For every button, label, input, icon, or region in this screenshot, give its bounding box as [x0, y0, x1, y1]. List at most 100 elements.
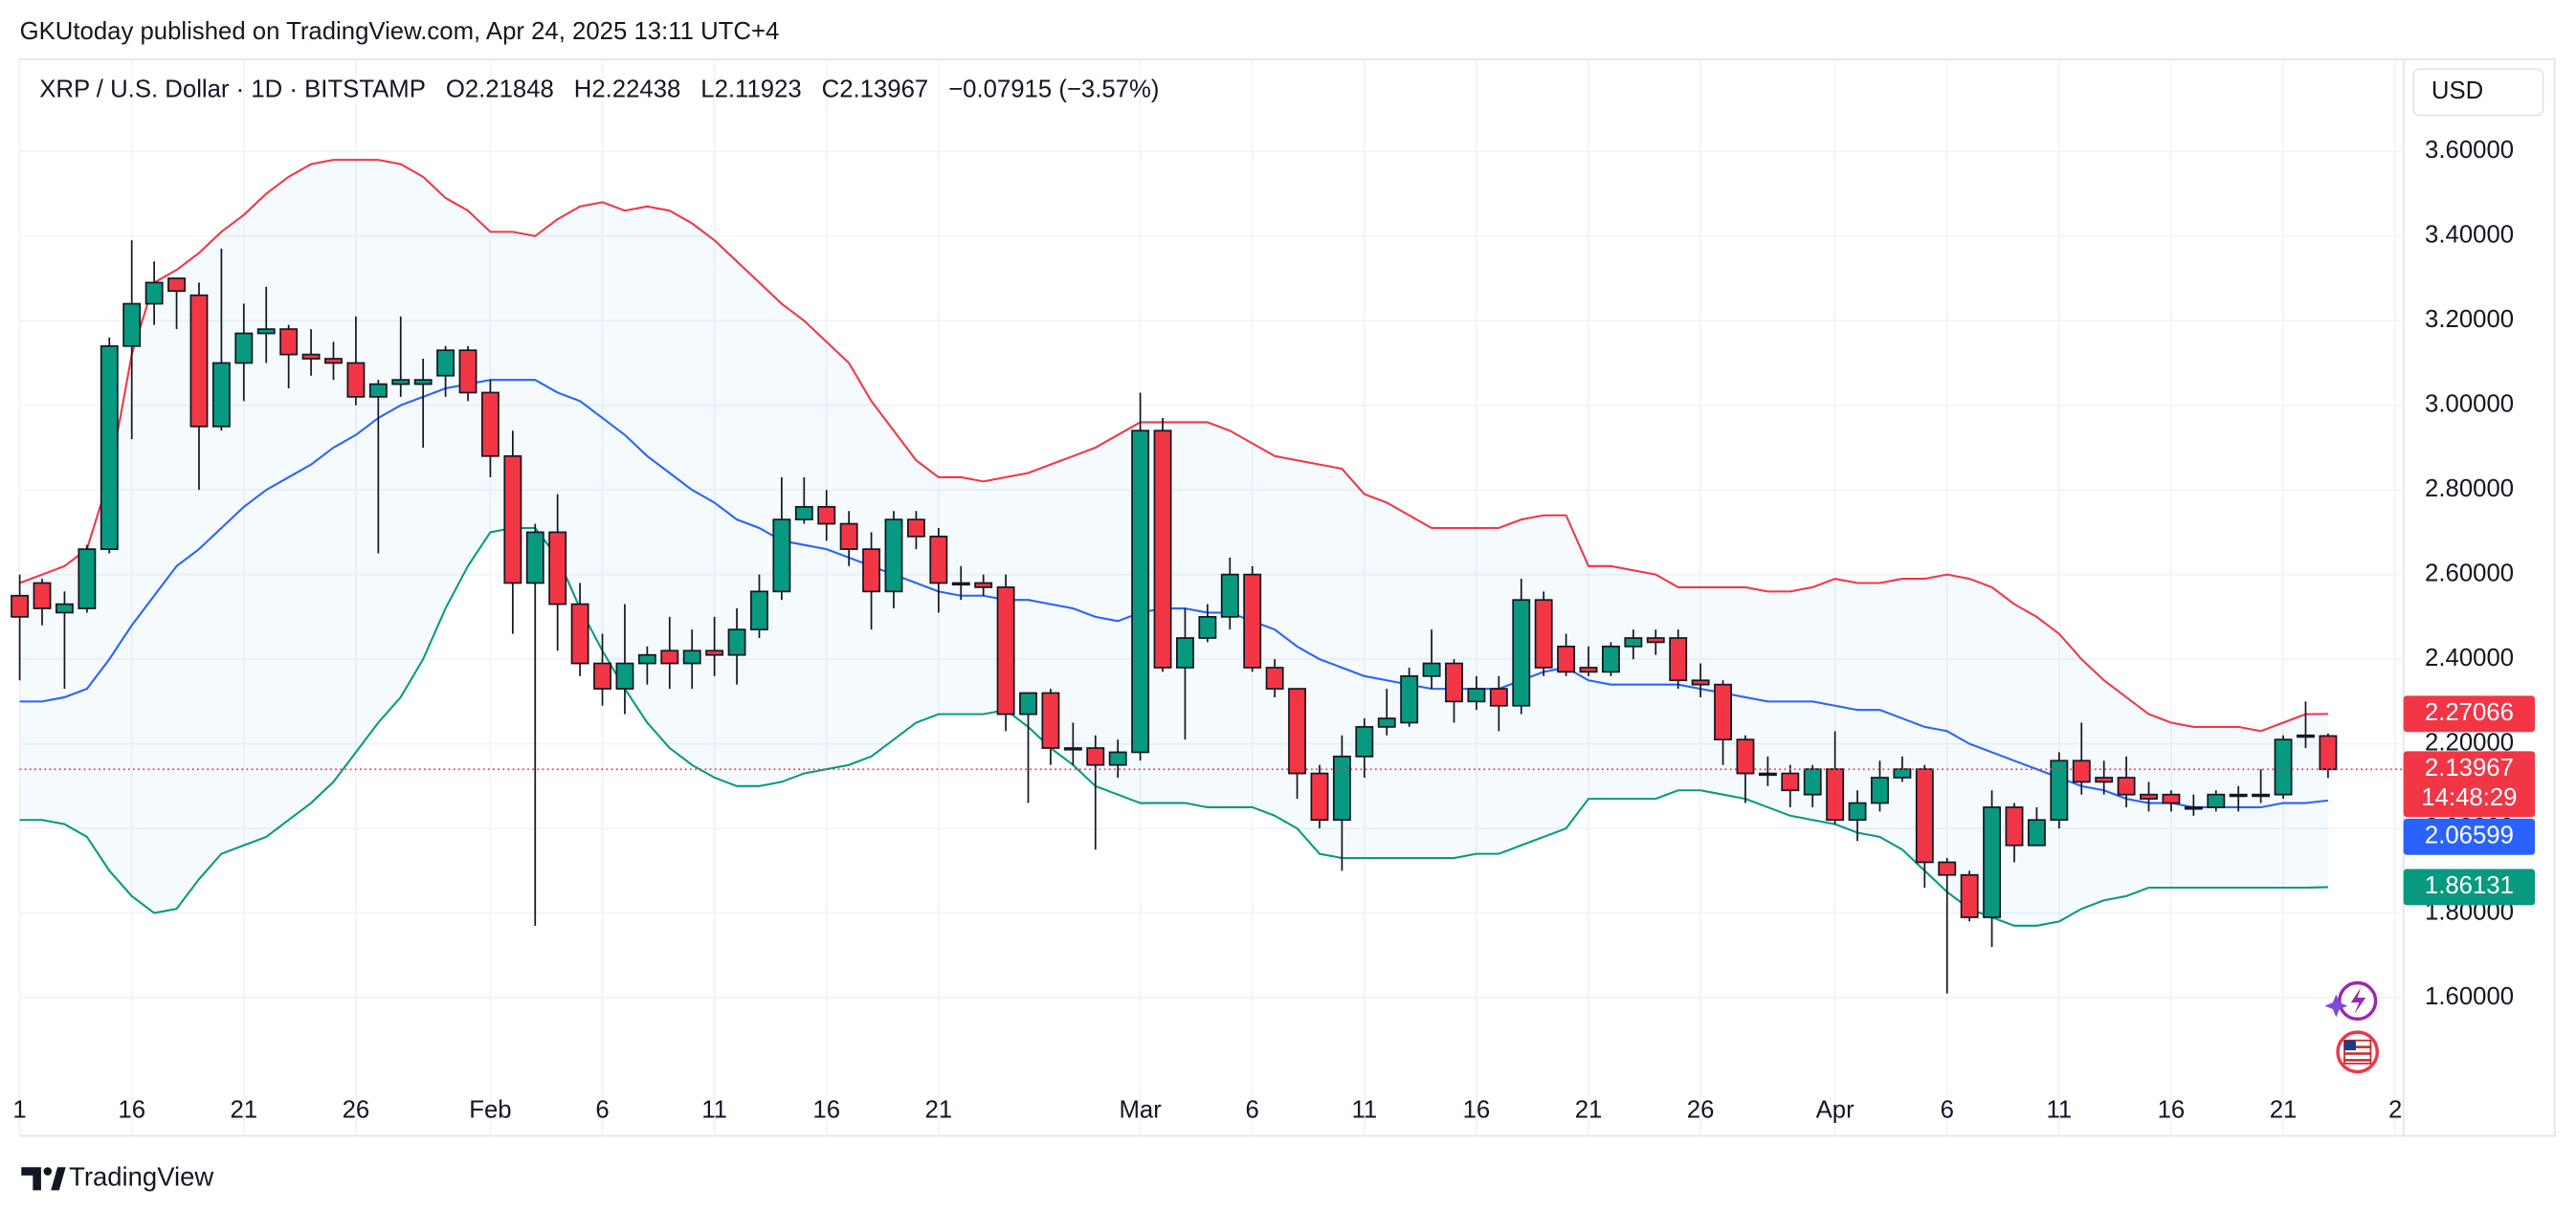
legend-low: 2.11923: [715, 76, 802, 102]
currency-box[interactable]: [2412, 68, 2544, 117]
candle-body: [1781, 772, 1800, 792]
y-tick-label: 3.00000: [2425, 391, 2514, 418]
y-tick-label: 2.40000: [2425, 645, 2514, 671]
candle-body: [839, 522, 858, 550]
candle-body: [2184, 806, 2203, 810]
candle-body: [1579, 667, 1598, 673]
candle-body: [750, 590, 768, 631]
x-tick-label: 26: [343, 1097, 370, 1124]
price-badge: [2403, 695, 2536, 733]
candle-body: [996, 586, 1015, 715]
candle-body: [1400, 674, 1419, 724]
y-tick-label: 1.60000: [2425, 983, 2514, 1010]
candle-body: [2027, 819, 2046, 847]
candle-body: [974, 582, 993, 588]
candle-body: [1310, 772, 1329, 822]
candle-body: [234, 332, 254, 364]
x-tick-label: Mar: [1119, 1097, 1162, 1124]
candle-body: [929, 535, 948, 584]
x-tick-label: 21: [2270, 1097, 2298, 1124]
y-tick-label: 2.60000: [2425, 560, 2514, 586]
x-tick-label: Apr: [1816, 1097, 1854, 1124]
logo-dot: [43, 1167, 53, 1176]
candle-body: [2095, 777, 2114, 783]
candle-body: [346, 362, 366, 398]
legend-close: 2.13967: [839, 76, 928, 102]
flag-canton: [2343, 1040, 2356, 1051]
candle-body: [1871, 777, 1889, 804]
candle-body: [1153, 429, 1172, 669]
candle-body: [2162, 793, 2181, 804]
candle-body: [1803, 768, 1822, 796]
band-line: [19, 159, 2328, 733]
candle-body: [1377, 717, 1396, 728]
candle-body: [1983, 806, 2002, 918]
candle-body: [1176, 637, 1194, 669]
x-tick-label: 2: [2388, 1097, 2402, 1124]
legend-prefix: H: [574, 76, 592, 102]
candle-body: [525, 531, 544, 584]
candle-body: [705, 649, 724, 656]
candle-body: [33, 582, 52, 609]
candle-body: [862, 548, 881, 593]
candle-body: [548, 531, 567, 605]
x-tick-label: 21: [230, 1097, 257, 1124]
candle-body: [1198, 616, 1217, 639]
candle-body: [2072, 759, 2091, 783]
candle-body: [660, 649, 679, 665]
candle-body: [1422, 662, 1441, 677]
x-tick-label: 1: [12, 1097, 26, 1124]
candle-body: [906, 518, 925, 538]
candle-body: [1332, 756, 1351, 822]
candle-body: [368, 383, 388, 398]
x-tick-label: 6: [1246, 1097, 1259, 1124]
icon-sparkle: [2324, 994, 2348, 1018]
region-icon[interactable]: [2336, 1030, 2379, 1074]
candle-body: [1445, 662, 1463, 703]
x-tick-label: 6: [595, 1097, 609, 1124]
candle-body: [279, 328, 299, 356]
candle-body: [1691, 679, 1710, 686]
candle-body: [1938, 861, 1957, 876]
published-header: GKUtoday published on TradingView.com, A…: [20, 18, 780, 45]
candle-body: [480, 391, 500, 457]
y-tick-label: 3.40000: [2425, 222, 2514, 249]
candle-body: [1467, 688, 1486, 703]
x-tick-label: Feb: [469, 1097, 511, 1124]
assistant-icon[interactable]: [2324, 980, 2378, 1022]
x-tick-label: 26: [1687, 1097, 1715, 1124]
candle-body: [884, 518, 903, 593]
candle-body: [324, 358, 343, 364]
candle-body: [727, 628, 746, 656]
legend-prefix: L: [700, 76, 714, 102]
legend-change: −0.07915 (−3.57%): [948, 76, 1159, 102]
candle-body: [391, 379, 411, 385]
candle-body: [1646, 637, 1665, 644]
candle-body: [1601, 646, 1620, 673]
candle-body: [1108, 751, 1127, 766]
candle-body: [436, 349, 455, 377]
brand-name: TradingView: [69, 1162, 213, 1192]
candle-body: [2274, 738, 2293, 796]
currency-label[interactable]: USD: [2432, 77, 2483, 104]
legend-high: 2.22438: [591, 76, 680, 102]
candle-body: [1826, 768, 1845, 822]
x-tick-label: 16: [1463, 1097, 1491, 1124]
candle-body: [1736, 738, 1755, 775]
candle-body: [817, 506, 836, 525]
candle-body: [413, 379, 433, 385]
candle-body: [256, 328, 276, 335]
candle-body: [211, 362, 231, 428]
candle-body: [1288, 688, 1306, 775]
x-tick-label: 21: [925, 1097, 953, 1124]
y-tick-label: 3.20000: [2425, 306, 2514, 333]
candle-body: [1086, 747, 1105, 766]
band-fill: [19, 160, 2328, 926]
candle-body: [2297, 734, 2315, 738]
legend-prefix: C: [822, 76, 840, 102]
candle-body: [1265, 667, 1284, 690]
candle-body: [458, 349, 477, 394]
candle-body: [1915, 768, 1934, 864]
candle-body: [2207, 793, 2226, 808]
